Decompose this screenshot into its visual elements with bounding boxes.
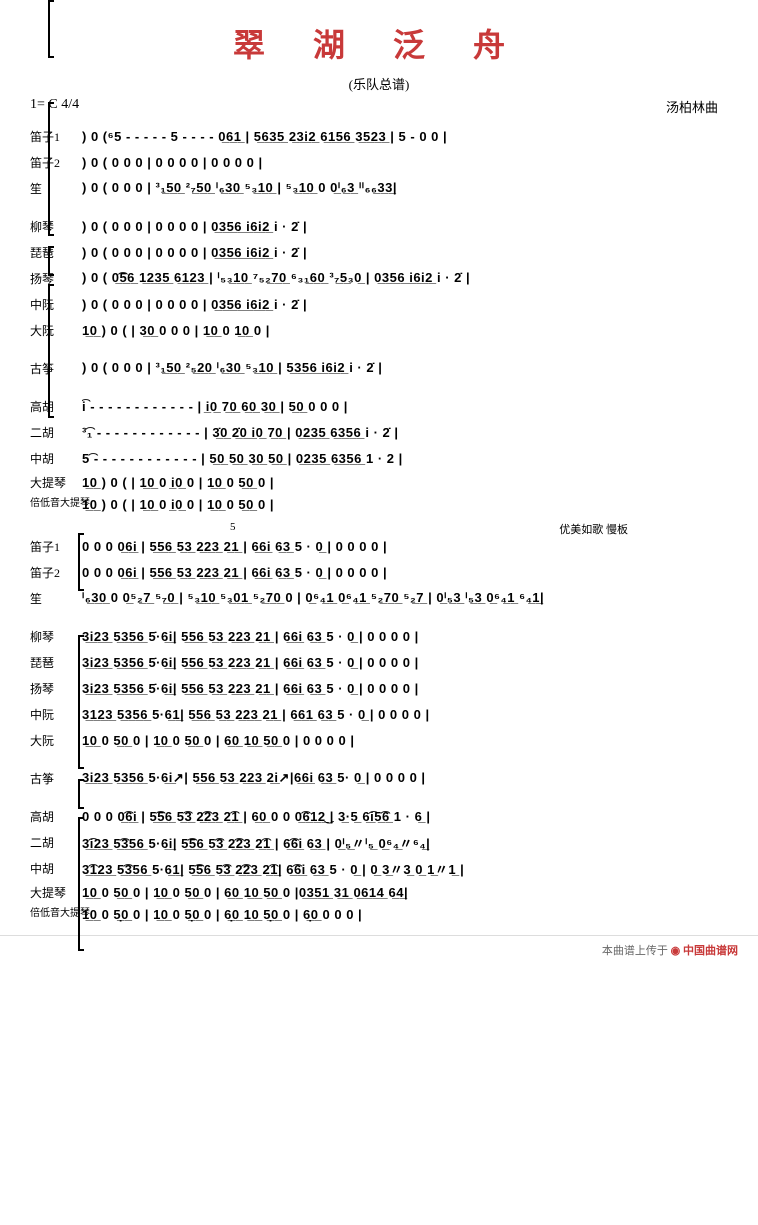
score-page: 翠 湖 泛 舟 (乐队总谱) 1= C 4/4 汤柏林曲 笛子1 ) 0 (⁶5… (0, 0, 758, 935)
footer-site: 中国曲谱网 (683, 945, 738, 957)
inst-erhu: 二胡 (30, 834, 76, 851)
staff-bass-s1: 倍低音大提琴 1̲0̲ ) 0 ( | 1̲0̲ 0 i̲0̲ 0 | 1̲0̲… (30, 493, 728, 515)
inst-liuqin: 柳琴 (30, 218, 76, 235)
staff-dizi1-s2: 笛子1 0 0 0 0̲6̲i̲ | 5̲̲5̲̲6̲ 5̲3̲ 2̲̲2̲̲3… (30, 533, 728, 559)
inst-dizi2: 笛子2 (30, 564, 76, 581)
staff-cello-s1: 大提琴 1̲0̲ ) 0 ( | 1̲0̲ 0 i̲0̲ 0 | 1̲0̲ 0 … (30, 471, 728, 493)
bracket-guzheng-1 (48, 246, 54, 276)
notation: 5͡ - - - - - - - - - - - - | 5̲0̲ 5̲0̲ 3… (82, 451, 728, 466)
inst-cello: 大提琴 (30, 474, 76, 491)
notation: 3̲̲i̲̲2̲̲3̲̲ 5̲̲3̲̲5̲̲6̲̲ 5̇·6̲̲i̲̲| 5̲̲… (82, 655, 728, 670)
staff-daruan-s2: 大阮 1̲0̲ 0 5̲0̲ 0 | 1̲0̲ 0 5̲0̲ 0 | 6̲0̲ … (30, 727, 728, 753)
inst-sheng: 笙 (30, 590, 76, 607)
notation: 0 0 0 0̲6̲i̲ | 5̲̲5̲̲6̲ 5̲3̲ 2̲̲2̲̲3̲ 2̲… (82, 539, 728, 554)
staff-gaohu-s1: 高胡 i͡ - - - - - - - - - - - - | i̲0̲ 7̲0… (30, 393, 728, 419)
inst-bass: 倍低音大提琴 (30, 499, 76, 509)
composer: 汤柏林曲 (666, 97, 718, 116)
notation: ) 0 ( 0 0 0 | 0 0 0 0 | 0̲̲3̲̲5̲̲6̲̲ i̲̲… (82, 245, 728, 260)
notation: ) 0 ( 0 0 0 | 0 0 0 0 | 0 0 0 0 | (82, 155, 728, 170)
notation: ) 0 (⁶5 - - - - - 5 - - - - 0̲6̲1̲ | 5̲̲… (82, 129, 728, 144)
notation: i͡ - - - - - - - - - - - - | i̲0̲ 7̲0̲ 6… (82, 399, 728, 414)
staff-pipa-s1: 琵琶 ) 0 ( 0 0 0 | 0 0 0 0 | 0̲̲3̲̲5̲̲6̲̲ … (30, 239, 728, 265)
bracket-winds-1 (48, 0, 54, 58)
inst-gaohu: 高胡 (30, 808, 76, 825)
inst-gaohu: 高胡 (30, 398, 76, 415)
notation: 3̲̲i̲̲2̲̲3̲̲ 5̲̲3̲̲5̲̲6̲̲ 5̇·6̲̲i̲̲| 5̲̲… (82, 629, 728, 644)
inst-yangqin: 扬琴 (30, 680, 76, 697)
staff-guzheng-s2: 古筝 3̲̲i̲̲2̲̲3̲̲ 5̲̲3̲̲5̲̲6̲̲ 5·6̲̲i̲̲↗| … (30, 765, 728, 791)
notation: 3̲͡i̲̲2̲̲3̲̲ 5̲͡3̲̲5̲̲6̲̲ 5·6̲̲i̲̲| 5̲͡5… (82, 833, 728, 852)
staff-zhongruan-s1: 中阮 ) 0 ( 0 0 0 | 0 0 0 0 | 0̲̲3̲̲5̲̲6̲̲ … (30, 291, 728, 317)
header-row: 1= C 4/4 汤柏林曲 (30, 97, 728, 117)
rehearsal-mark: 5 (230, 521, 236, 533)
staff-sheng-s2: 笙 ⁱ₆̲3̲0̲ 0 0̲⁵₂̲7̲ ⁵₇̲0̲ | ⁵₃̲1̲0̲ ⁵₃̲0… (30, 585, 728, 611)
staff-sheng-s1: 笙 ) 0 ( 0 0 0 | ³₁̲5̲0̲ ²₇̲5̲0̲ ⁱ₆̲3̲0̲ … (30, 175, 728, 201)
notation: 1̲0̲ 0 5̲̣0̲ 0 | 1̲0̲ 0 5̲̣0̲ 0 | 6̲̣0̲ … (82, 907, 728, 922)
page-title: 翠 湖 泛 舟 (30, 20, 728, 66)
staff-erhu-s1: 二胡 ³͡₁ - - - - - - - - - - - - | 3̲̇0̲ 2… (30, 419, 728, 445)
staff-daruan-s1: 大阮 1̲0̲ ) 0 ( | 3̲0̲ 0 0 0 | 1̲0̲ 0 1̲0̲… (30, 317, 728, 343)
footer-text: 本曲谱上传于 (602, 945, 668, 957)
staff-yangqin-s1: 扬琴 ) 0 ( 0̲͡5̲6̲ 1̲̲2̲̲3̲̲5̲̲ 6̲̲1̲̲2̲̲3… (30, 265, 728, 291)
notation: ⁱ₆̲3̲0̲ 0 0̲⁵₂̲7̲ ⁵₇̲0̲ | ⁵₃̲1̲0̲ ⁵₃̲0̲1… (82, 590, 728, 606)
system-2: 5 优美如歌 慢板 笛子1 0 0 0 0̲6̲i̲ | 5̲̲5̲̲6̲ 5̲… (30, 533, 728, 925)
notation: ) 0 ( 0 0 0 | ³₁̲5̲0̲ ²₅̲2̲0̲ ⁱ₆̲3̲0̲ ⁵₃… (82, 360, 728, 376)
footer-logo-icon: ◉ (671, 945, 681, 957)
inst-erhu: 二胡 (30, 424, 76, 441)
notation: ) 0 ( 0 0 0 | 0 0 0 0 | 0̲̲3̲̲5̲̲6̲̲ i̲̲… (82, 297, 728, 312)
notation: ³͡₁ - - - - - - - - - - - - | 3̲̇0̲ 2̲̇0… (82, 425, 728, 440)
notation: 1̲0̲ 0 5̲0̲ 0 | 1̲0̲ 0 5̲0̲ 0 | 6̲0̲ 1̲0… (82, 733, 728, 748)
staff-zhonghu-s2: 中胡 3̲͡1̲̲2̲̲3̲̲ 5̲͡3̲̲5̲̲6̲̲ 5·6̲̲1̲̲| 5… (30, 855, 728, 881)
inst-pipa: 琵琶 (30, 654, 76, 671)
notation: 3̲̲i̲̲2̲̲3̲̲ 5̲̲3̲̲5̲̲6̲̲ 5·6̲̲i̲̲↗| 5̲̲… (82, 770, 728, 786)
system-1: 笛子1 ) 0 (⁶5 - - - - - 5 - - - - 0̲6̲1̲ |… (30, 123, 728, 515)
staff-bass-s2: 倍低音大提琴 1̲0̲ 0 5̲̣0̲ 0 | 1̲0̲ 0 5̲̣0̲ 0 |… (30, 903, 728, 925)
inst-zhongruan: 中阮 (30, 706, 76, 723)
staff-gaohu-s2: 高胡 0 0 0 0̲͡6̲i̲ | 5̲͡5̲̲6̲ 5̲͡3̲ 2̲͡2̲̲… (30, 803, 728, 829)
staff-yangqin-s2: 扬琴 3̲̲i̲̲2̲̲3̲̲ 5̲̲3̲̲5̲̲6̲̲ 5̇·6̲̲i̲̲| … (30, 675, 728, 701)
inst-daruan: 大阮 (30, 732, 76, 749)
staff-dizi2-s1: 笛子2 ) 0 ( 0 0 0 | 0 0 0 0 | 0 0 0 0 | (30, 149, 728, 175)
notation: 1̲0̲ ) 0 ( | 3̲0̲ 0 0 0 | 1̲0̲ 0 1̲0̲ 0 … (82, 323, 728, 338)
staff-zhonghu-s1: 中胡 5͡ - - - - - - - - - - - - | 5̲0̲ 5̲0… (30, 445, 728, 471)
notation: 3̲͡1̲̲2̲̲3̲̲ 5̲͡3̲̲5̲̲6̲̲ 5·6̲̲1̲̲| 5̲͡5… (82, 859, 728, 878)
page-footer: 本曲谱上传于 ◉ 中国曲谱网 (0, 935, 758, 964)
staff-cello-s2: 大提琴 1̲0̲ 0 5̲0̲ 0 | 1̲0̲ 0 5̲0̲ 0 | 6̲0̲… (30, 881, 728, 903)
notation: 1̲0̲ 0 5̲0̲ 0 | 1̲0̲ 0 5̲0̲ 0 | 6̲0̲ 1̲0… (82, 885, 728, 900)
staff-liuqin-s1: 柳琴 ) 0 ( 0 0 0 | 0 0 0 0 | 0̲̲3̲̲5̲̲6̲̲ … (30, 213, 728, 239)
staff-erhu-s2: 二胡 3̲͡i̲̲2̲̲3̲̲ 5̲͡3̲̲5̲̲6̲̲ 5·6̲̲i̲̲| 5… (30, 829, 728, 855)
inst-cello: 大提琴 (30, 884, 76, 901)
notation: 0 0 0 0̲6̲i̲ | 5̲̲5̲̲6̲ 5̲3̲ 2̲̲2̲̲3̲ 2̲… (82, 565, 728, 580)
notation: 3̲̲1̲̲2̲̲3̲̲ 5̲̲3̲̲5̲̲6̲̲ 5·6̲̲1̲̲| 5̲̲5… (82, 707, 728, 722)
inst-zhonghu: 中胡 (30, 450, 76, 467)
notation: ) 0 ( 0 0 0 | ³₁̲5̲0̲ ²₇̲5̲0̲ ⁱ₆̲3̲0̲ ⁵₃… (82, 180, 728, 196)
notation: 1̲0̲ ) 0 ( | 1̲0̲ 0 i̲0̲ 0 | 1̲0̲ 0 5̲0̲… (82, 475, 728, 490)
notation: ) 0 ( 0 0 0 | 0 0 0 0 | 0̲̲3̲̲5̲̲6̲̲ i̲̲… (82, 219, 728, 234)
inst-bass: 倍低音大提琴 (30, 909, 76, 919)
inst-dizi1: 笛子1 (30, 538, 76, 555)
inst-zhonghu: 中胡 (30, 860, 76, 877)
staff-dizi2-s2: 笛子2 0 0 0 0̲6̲i̲ | 5̲̲5̲̲6̲ 5̲3̲ 2̲̲2̲̲3… (30, 559, 728, 585)
notation: 0 0 0 0̲͡6̲i̲ | 5̲͡5̲̲6̲ 5̲͡3̲ 2̲͡2̲̲3̲ … (82, 809, 728, 824)
staff-dizi1-s1: 笛子1 ) 0 (⁶5 - - - - - 5 - - - - 0̲6̲1̲ |… (30, 123, 728, 149)
inst-liuqin: 柳琴 (30, 628, 76, 645)
subtitle: (乐队总谱) (30, 74, 728, 93)
staff-guzheng-s1: 古筝 ) 0 ( 0 0 0 | ³₁̲5̲0̲ ²₅̲2̲0̲ ⁱ₆̲3̲0̲… (30, 355, 728, 381)
key-signature: 1= C 4/4 (30, 97, 79, 113)
staff-pipa-s2: 琵琶 3̲̲i̲̲2̲̲3̲̲ 5̲̲3̲̲5̲̲6̲̲ 5̇·6̲̲i̲̲| … (30, 649, 728, 675)
inst-guzheng: 古筝 (30, 770, 76, 787)
notation: 3̲̲i̲̲2̲̲3̲̲ 5̲̲3̲̲5̲̲6̲̲ 5̇·6̲̲i̲̲| 5̲̲… (82, 681, 728, 696)
notation: ) 0 ( 0̲͡5̲6̲ 1̲̲2̲̲3̲̲5̲̲ 6̲̲1̲̲2̲̲3̲̲ … (82, 270, 728, 286)
notation: 1̲0̲ ) 0 ( | 1̲0̲ 0 i̲0̲ 0 | 1̲0̲ 0 5̲0̲… (82, 497, 728, 512)
staff-liuqin-s2: 柳琴 3̲̲i̲̲2̲̲3̲̲ 5̲̲3̲̲5̲̲6̲̲ 5̇·6̲̲i̲̲| … (30, 623, 728, 649)
staff-zhongruan-s2: 中阮 3̲̲1̲̲2̲̲3̲̲ 5̲̲3̲̲5̲̲6̲̲ 5·6̲̲1̲̲| 5… (30, 701, 728, 727)
